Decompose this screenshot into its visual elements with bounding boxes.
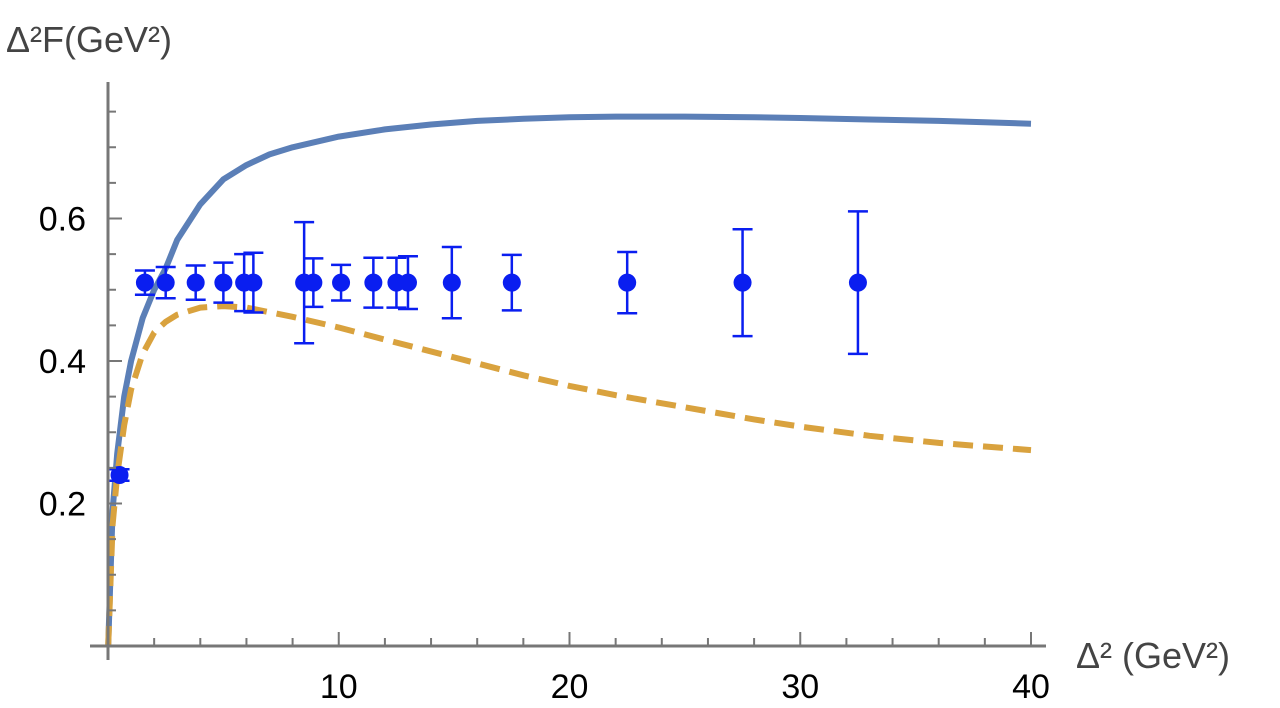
axes: 10 20 30 40 0.2 0.4 0.6 [39,82,1050,706]
dashed-curve [105,303,1032,647]
data-point [303,257,324,309]
x-axis-title-text: Δ² (GeV²) [1076,635,1230,676]
data-marker [186,273,205,292]
data-marker [156,273,175,292]
data-point [363,256,384,309]
y-tick-label: 0.2 [39,486,86,524]
solid-curve [105,113,1032,647]
data-marker [733,273,752,292]
y-tick-label: 0.6 [39,201,86,239]
data-marker [848,273,867,292]
data-marker [364,273,383,292]
data-point [213,261,234,304]
data-point [397,255,418,311]
data-point [155,265,176,300]
y-axis-title-text: Δ²F(GeV²) [6,19,172,60]
data-point [109,466,130,484]
x-tick-label: 20 [551,668,589,706]
data-point [441,245,462,320]
ticks-layer: 10 20 30 40 0.2 0.4 0.6 [39,110,1050,706]
x-axis-title: Δ² (GeV²) [1076,635,1230,676]
data-marker [332,273,351,292]
data-marker [502,273,521,292]
data-marker [304,273,323,292]
data-marker [214,273,233,292]
data-point [617,250,638,315]
data-marker [398,273,417,292]
x-tick-label: 30 [781,668,819,706]
data-marker [244,273,263,292]
data-marker [442,273,461,292]
data-marker [110,466,129,484]
series-layer [105,113,1032,647]
data-point [501,253,522,312]
x-tick-label: 40 [1012,668,1050,706]
data-marker [135,273,154,292]
y-axis-title: Δ²F(GeV²) [6,19,172,60]
y-tick-label: 0.4 [39,343,86,381]
data-point [847,210,868,356]
data-point [331,263,352,302]
plot-area [105,113,1032,647]
data-point [134,269,155,296]
data-point [185,264,206,301]
data-point [732,227,753,338]
x-tick-label: 10 [320,668,358,706]
data-marker [618,273,637,292]
data-point [243,251,264,314]
